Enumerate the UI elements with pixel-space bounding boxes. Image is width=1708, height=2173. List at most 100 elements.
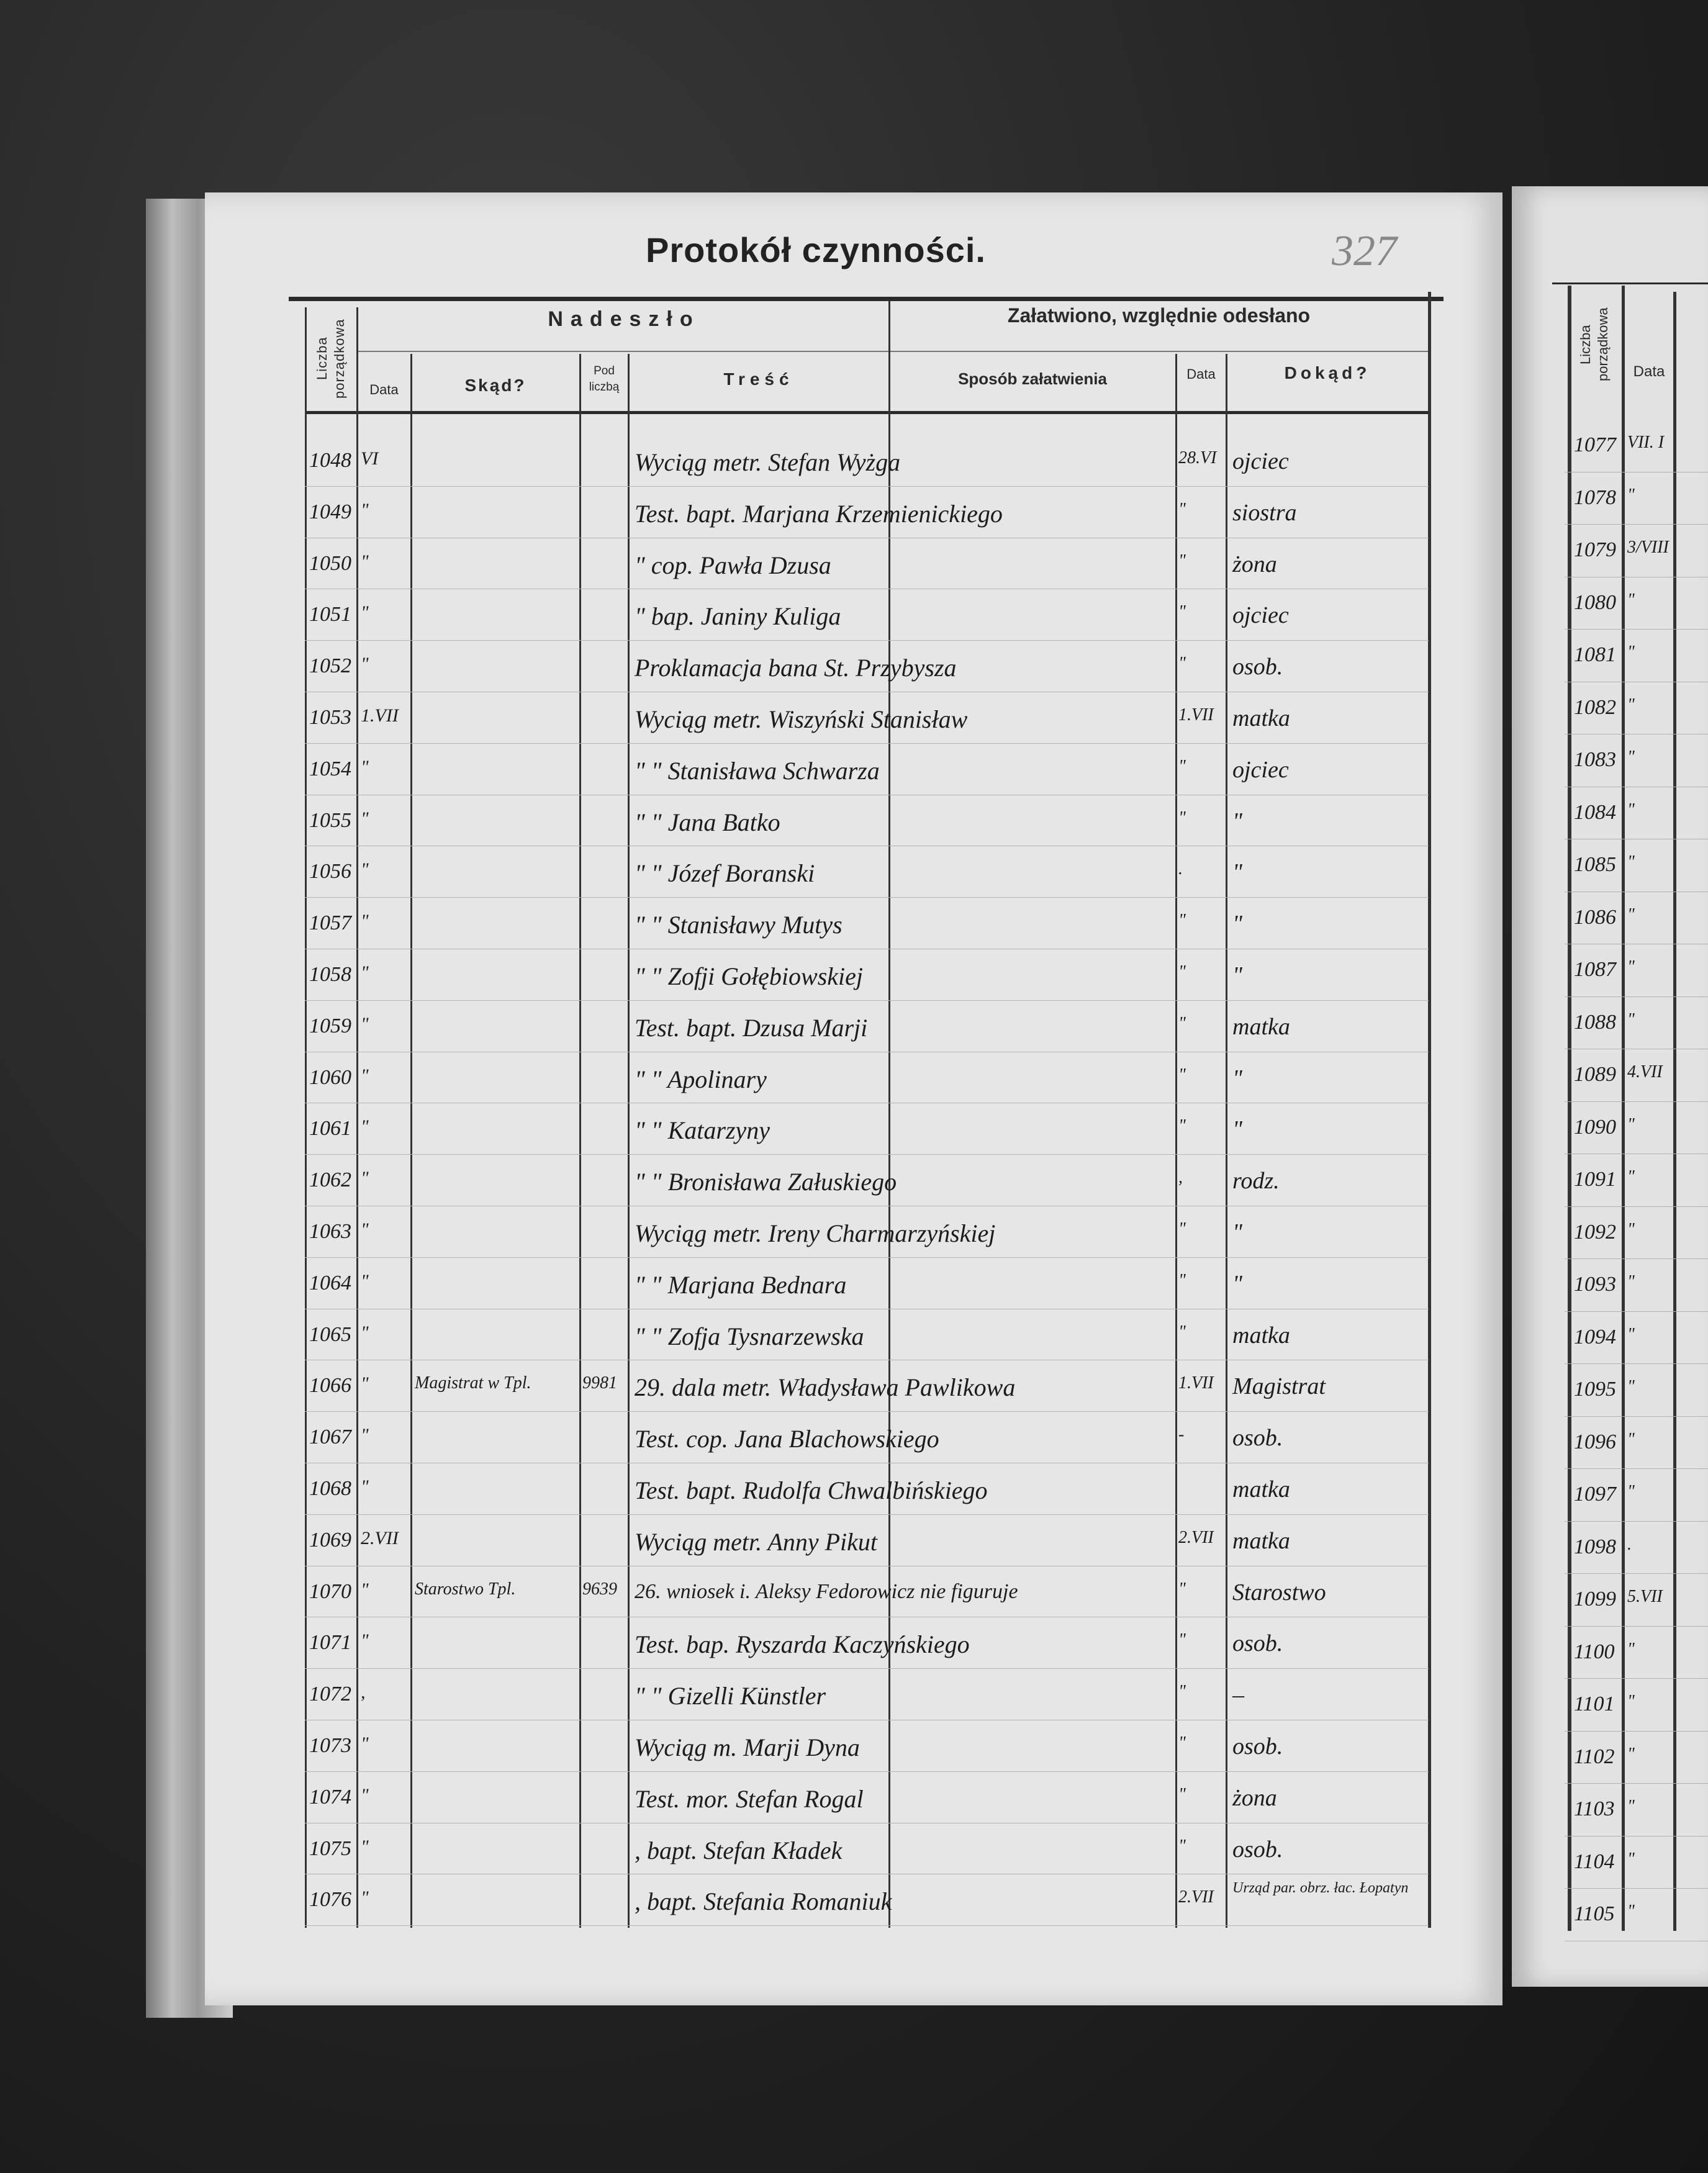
to-cell: siostra <box>1232 499 1297 526</box>
row-rule <box>305 1000 1429 1001</box>
right-liczba-cell: 1098 <box>1574 1535 1616 1558</box>
liczba-cell: 1068 <box>309 1477 351 1500</box>
col-divider <box>888 301 890 1928</box>
to-cell: ojciec <box>1232 756 1289 783</box>
content-cell: Wyciąg metr. Ireny Charmarzyńskiej <box>635 1219 996 1247</box>
date-cell: " <box>361 1836 369 1857</box>
right-row-rule <box>1565 1258 1708 1259</box>
right-row-rule <box>1565 1573 1708 1574</box>
content-cell: " " Stanisławy Mutys <box>635 911 843 939</box>
date-cell: " <box>361 602 369 623</box>
date-cell: , <box>361 1682 366 1703</box>
content-cell: " " Józef Boranski <box>635 859 815 888</box>
content-cell: Wyciąg metr. Anny Pikut <box>635 1527 878 1556</box>
date2-cell: 1.VII <box>1178 705 1214 725</box>
date-cell: " <box>361 1116 369 1137</box>
right-header-data: Data <box>1633 363 1665 380</box>
right-liczba-cell: 1095 <box>1574 1378 1616 1401</box>
liczba-cell: 1072 <box>309 1683 351 1706</box>
liczba-cell: 1053 <box>309 706 351 729</box>
right-liczba-cell: 1096 <box>1574 1430 1616 1453</box>
right-liczba-cell: 1082 <box>1574 695 1616 719</box>
right-liczba-cell: 1091 <box>1574 1168 1616 1191</box>
date2-cell: " <box>1178 654 1186 674</box>
right-date-cell: " <box>1627 1219 1635 1239</box>
date-cell: " <box>361 1784 369 1805</box>
right-date-cell: VII. I <box>1627 433 1665 452</box>
liczba-cell: 1070 <box>309 1579 351 1603</box>
right-date-cell: " <box>1627 1902 1635 1921</box>
liczba-cell: 1058 <box>309 963 351 986</box>
row-rule <box>305 1514 1429 1515</box>
right-liczba-cell: 1099 <box>1574 1588 1616 1611</box>
col-divider <box>305 307 307 1928</box>
liczba-cell: 1055 <box>309 808 351 832</box>
date-cell: " <box>361 1013 369 1034</box>
to-cell: Magistrat <box>1232 1373 1326 1400</box>
content-cell: , bapt. Stefan Kładek <box>635 1836 843 1864</box>
row-rule <box>305 1771 1429 1772</box>
date2-cell: " <box>1178 551 1186 571</box>
right-liczba-cell: 1105 <box>1574 1902 1615 1925</box>
right-date-cell: " <box>1627 852 1635 872</box>
to-cell: Starostwo <box>1232 1579 1326 1606</box>
to-cell: – <box>1232 1682 1244 1709</box>
right-date-cell: " <box>1627 748 1635 767</box>
date2-cell: " <box>1178 1270 1186 1290</box>
to-cell: ojciec <box>1232 602 1289 629</box>
date2-cell: 1.VII <box>1178 1373 1214 1393</box>
content-cell: , bapt. Stefania Romaniuk <box>635 1887 892 1916</box>
date-cell: " <box>361 1270 369 1291</box>
right-date-cell: " <box>1627 1639 1635 1659</box>
liczba-cell: 1062 <box>309 1168 351 1192</box>
header-pod-liczba: Pod liczbą <box>589 364 620 394</box>
liczba-cell: 1064 <box>309 1271 351 1294</box>
row-rule <box>305 1925 1429 1927</box>
liczba-cell: 1069 <box>309 1528 351 1552</box>
col-divider <box>1226 354 1227 1928</box>
right-date-cell: 4.VII <box>1627 1062 1663 1082</box>
date-cell: " <box>361 1733 369 1754</box>
to-cell: " <box>1232 859 1242 886</box>
to-cell: matka <box>1232 1527 1290 1554</box>
to-cell: żona <box>1232 551 1277 577</box>
content-cell: Proklamacja bana St. Przybysza <box>635 654 957 682</box>
content-cell: " " Katarzyny <box>635 1116 770 1145</box>
right-date-cell: " <box>1627 1744 1635 1764</box>
right-date-cell: " <box>1627 1377 1635 1396</box>
to-cell: osob. <box>1232 1630 1283 1657</box>
liczba-cell: 1056 <box>309 860 351 883</box>
liczba-cell: 1051 <box>309 603 351 626</box>
content-cell: Wyciąg m. Marji Dyna <box>635 1733 860 1761</box>
header-liczba-porzadkowa: Liczba porządkowa <box>314 318 347 399</box>
right-date-cell: " <box>1627 1324 1635 1344</box>
right-date-cell: " <box>1627 643 1635 662</box>
content-cell: Wyciąg metr. Wiszyński Stanisław <box>635 705 968 733</box>
date-cell: VI <box>361 448 379 469</box>
right-liczba-cell: 1089 <box>1574 1063 1616 1086</box>
header-bottom-rule <box>305 411 1429 414</box>
content-cell: 26. wniosek i. Aleksy Fedorowicz nie fig… <box>635 1579 1018 1603</box>
date-cell: 2.VII <box>361 1527 399 1548</box>
right-date-cell: " <box>1627 590 1635 610</box>
date2-cell: " <box>1178 499 1186 519</box>
date-cell: " <box>361 1219 369 1240</box>
right-date-cell: " <box>1627 1167 1635 1186</box>
right-row-rule <box>1565 629 1708 630</box>
row-rule <box>305 640 1429 641</box>
date-cell: 1.VII <box>361 705 399 726</box>
content-cell: 29. dala metr. Władysława Pawlikowa <box>635 1373 1016 1402</box>
right-liczba-cell: 1101 <box>1574 1692 1615 1715</box>
date2-cell: " <box>1178 1219 1186 1239</box>
liczba-cell: 1057 <box>309 911 351 935</box>
right-date-cell: " <box>1627 1797 1635 1816</box>
to-cell: Urząd par. obrz. łac. Łopatyn <box>1232 1880 1409 1897</box>
date-cell: " <box>361 962 369 983</box>
to-cell: osob. <box>1232 1836 1283 1863</box>
right-date-cell: " <box>1627 1482 1635 1501</box>
header-zalatwiono: Załatwiono, względnie odesłano <box>1007 304 1311 327</box>
date2-cell: " <box>1178 962 1186 982</box>
date-cell: " <box>361 1322 369 1343</box>
header-nadeszlo: Nadeszło <box>548 307 700 331</box>
liczba-cell: 1059 <box>309 1014 351 1037</box>
